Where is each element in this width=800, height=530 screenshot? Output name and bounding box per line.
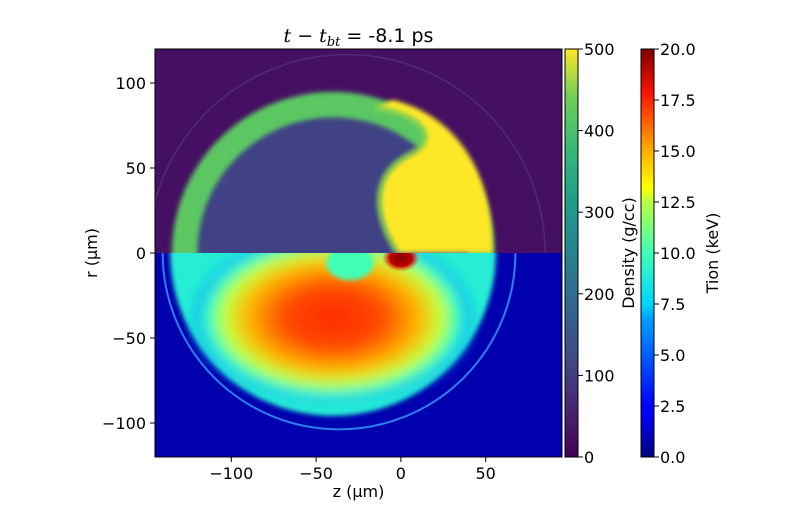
title-subscript: bt: [327, 35, 341, 50]
plot-axes: −100 −50 0 50 100 50 0 −50 −100 z (μm) r (μm): [82, 48, 563, 501]
colorbar-tion-gradient: [640, 48, 655, 458]
colorbar-tion-label: Tion (keV): [703, 213, 722, 295]
colorbar-tick-label: 200: [584, 285, 615, 304]
y-axis-ticks: 100 50 0 −50 −100: [102, 74, 155, 433]
y-tick-label: 100: [115, 74, 146, 93]
colorbar-density-gradient: [564, 48, 579, 458]
colorbar-tick-label: 10.0: [660, 244, 696, 263]
y-tick-label: −50: [112, 329, 146, 348]
density-half: [155, 49, 562, 253]
colorbar-tick-label: 100: [584, 366, 615, 385]
colorbar-tick-label: 17.5: [660, 91, 696, 110]
colorbar-tick-label: 300: [584, 203, 615, 222]
density-compressed-region: [375, 100, 493, 253]
y-tick-label: 0: [136, 244, 146, 263]
y-tick-label: −100: [102, 414, 146, 433]
colorbar-tick-label: 5.0: [660, 346, 685, 365]
title-value: = -8.1 ps: [340, 25, 433, 47]
x-tick-label: 50: [476, 464, 496, 483]
colorbar-tick-label: 12.5: [660, 193, 696, 212]
colorbar-tick-label: 2.5: [660, 397, 685, 416]
colorbar-density-label: Density (g/cc): [619, 197, 638, 309]
y-axis-label: r (μm): [82, 228, 101, 278]
colorbar-tick-label: 500: [584, 40, 615, 59]
tion-half: [155, 253, 562, 457]
x-tick-label: −50: [299, 464, 333, 483]
tion-cool-notch: [326, 253, 374, 281]
tion-outer-ring: [161, 253, 517, 431]
colorbar-tick-label: 400: [584, 122, 615, 141]
tion-hot-spot: [382, 253, 420, 272]
colorbar-tick-label: 0: [584, 448, 594, 467]
x-axis-label: z (μm): [333, 482, 385, 501]
density-compressed-edge: [375, 106, 428, 253]
chart-title: t − tbt = -8.1 ps: [284, 25, 434, 50]
colorbar-tick-label: 7.5: [660, 295, 685, 314]
tion-hot-region: [194, 253, 473, 403]
colorbar-density: 500 400 300 200 100 0 Density (g/cc): [564, 40, 638, 467]
x-axis-ticks: −100 −50 0 50: [209, 457, 496, 483]
y-tick-label: 50: [126, 159, 146, 178]
x-tick-label: 0: [396, 464, 406, 483]
plot-image: [155, 49, 562, 457]
colorbar-tion: 20.0 17.5 15.0 12.5 10.0 7.5 5.0 2.5 0.0 Tion (ke…: [640, 40, 722, 467]
title-math: t − t: [284, 25, 328, 47]
colorbar-tick-label: 15.0: [660, 142, 696, 161]
colorbar-tick-label: 0.0: [660, 448, 685, 467]
x-tick-label: −100: [209, 464, 253, 483]
density-faint-ring: [155, 53, 546, 253]
colorbar-tick-label: 20.0: [660, 40, 696, 59]
colorbars: 500 400 300 200 100 0 Density (g/cc) 20.0 17.5 15…: [564, 40, 722, 467]
